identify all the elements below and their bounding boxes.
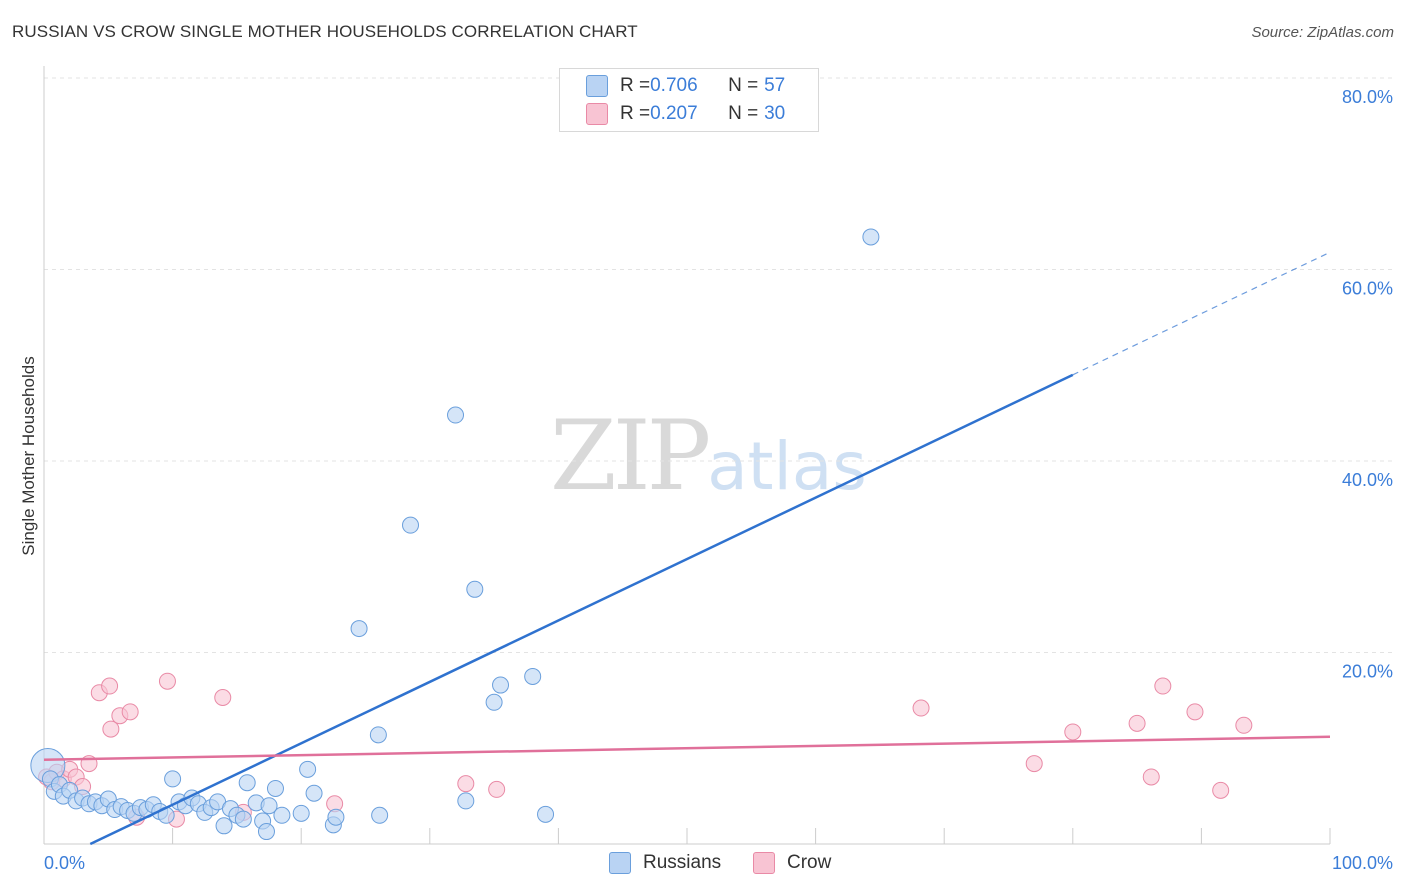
crow-point-10 bbox=[102, 720, 120, 738]
russians-point-44 bbox=[327, 808, 345, 826]
crow-point-29 bbox=[1235, 716, 1253, 734]
russians-point-37 bbox=[266, 779, 284, 797]
crow-point-9 bbox=[101, 677, 119, 695]
crow-point-27 bbox=[1186, 703, 1204, 721]
russians-point-21 bbox=[164, 770, 182, 788]
bottom-legend-swatch-crow bbox=[753, 852, 775, 874]
russians-point-45 bbox=[350, 620, 368, 638]
chart-title: RUSSIAN VS CROW SINGLE MOTHER HOUSEHOLDS… bbox=[12, 22, 638, 41]
watermark-atlas: atlas bbox=[707, 428, 867, 505]
legend-swatch-russians bbox=[586, 75, 608, 97]
bottom-legend-crow: Crow bbox=[753, 852, 831, 874]
bottom-legend-crow-label: Crow bbox=[787, 852, 832, 873]
russians-point-50 bbox=[466, 580, 484, 598]
russians-point-56 bbox=[457, 792, 475, 810]
y-tick-label-20: 20.0% bbox=[1342, 662, 1393, 682]
legend: R = 0.706 N = 57 R = 0.207 N = 30 bbox=[559, 68, 819, 132]
russians-point-41 bbox=[299, 760, 317, 778]
russians-point-29 bbox=[215, 817, 233, 835]
legend-row-crow: R = 0.207 N = 30 bbox=[586, 101, 785, 127]
crow-point-22 bbox=[1025, 755, 1043, 773]
legend-russians-r-label: R = bbox=[620, 75, 651, 96]
crow-point-24 bbox=[1128, 714, 1146, 732]
russians-point-53 bbox=[524, 667, 542, 685]
russians-point-40 bbox=[292, 804, 310, 822]
russians-point-38 bbox=[273, 806, 291, 824]
crow-point-23 bbox=[1064, 723, 1082, 741]
russians-point-49 bbox=[447, 406, 465, 424]
crow-point-25 bbox=[1142, 768, 1160, 786]
x-tick-label-100: 100.0% bbox=[1332, 853, 1393, 873]
y-tick-label-40: 40.0% bbox=[1342, 470, 1393, 490]
watermark-zip: ZIP bbox=[550, 400, 711, 512]
legend-crow-n-label: N = bbox=[728, 103, 759, 124]
legend-crow-r-value: 0.207 bbox=[650, 103, 698, 124]
crow-point-14 bbox=[158, 672, 176, 690]
crow-point-28 bbox=[1212, 781, 1230, 799]
russians-point-52 bbox=[492, 676, 510, 694]
bottom-legend-swatch-russians bbox=[609, 852, 631, 874]
legend-russians-r-value: 0.706 bbox=[650, 75, 698, 96]
crow-point-20 bbox=[488, 780, 506, 798]
crow-point-26 bbox=[1154, 677, 1172, 695]
source-credit: Source: ZipAtlas.com bbox=[1251, 24, 1394, 41]
russians-point-36 bbox=[260, 797, 278, 815]
russians-point-39 bbox=[257, 823, 275, 841]
crow-point-12 bbox=[121, 703, 139, 721]
russians-point-46 bbox=[369, 726, 387, 744]
russians-trendline bbox=[89, 373, 1074, 846]
russians-point-54 bbox=[537, 805, 555, 823]
bottom-legend-russians-label: Russians bbox=[643, 852, 722, 873]
bottom-legend: Russians Crow bbox=[0, 852, 1406, 876]
y-tick-label-60: 60.0% bbox=[1342, 279, 1393, 299]
crow-point-19 bbox=[457, 775, 475, 793]
russians-point-51 bbox=[485, 693, 503, 711]
russians-point-55 bbox=[862, 228, 880, 246]
legend-row-russians: R = 0.706 N = 57 bbox=[586, 73, 785, 99]
crow-point-21 bbox=[912, 699, 930, 717]
legend-russians-n-value: 57 bbox=[764, 75, 786, 96]
russians-point-42 bbox=[305, 784, 323, 802]
russians-trendline-extension bbox=[1072, 251, 1331, 376]
legend-crow-n-value: 30 bbox=[764, 103, 786, 124]
x-tick-label-0: 0.0% bbox=[44, 853, 85, 873]
crow-point-16 bbox=[214, 689, 232, 707]
legend-crow-r-label: R = bbox=[620, 103, 651, 124]
legend-swatch-crow bbox=[586, 103, 608, 125]
crow-trendline bbox=[43, 735, 1331, 761]
watermark: ZIPatlas bbox=[550, 400, 867, 512]
legend-russians-n-label: N = bbox=[728, 75, 759, 96]
russians-point-48 bbox=[402, 516, 420, 534]
russians-point-33 bbox=[238, 774, 256, 792]
russians-point-32 bbox=[234, 810, 252, 828]
russians-point-47 bbox=[371, 806, 389, 824]
y-tick-label-80: 80.0% bbox=[1342, 87, 1393, 107]
y-axis-title: Single Mother Households bbox=[19, 356, 38, 555]
bottom-legend-russians: Russians bbox=[609, 852, 721, 874]
